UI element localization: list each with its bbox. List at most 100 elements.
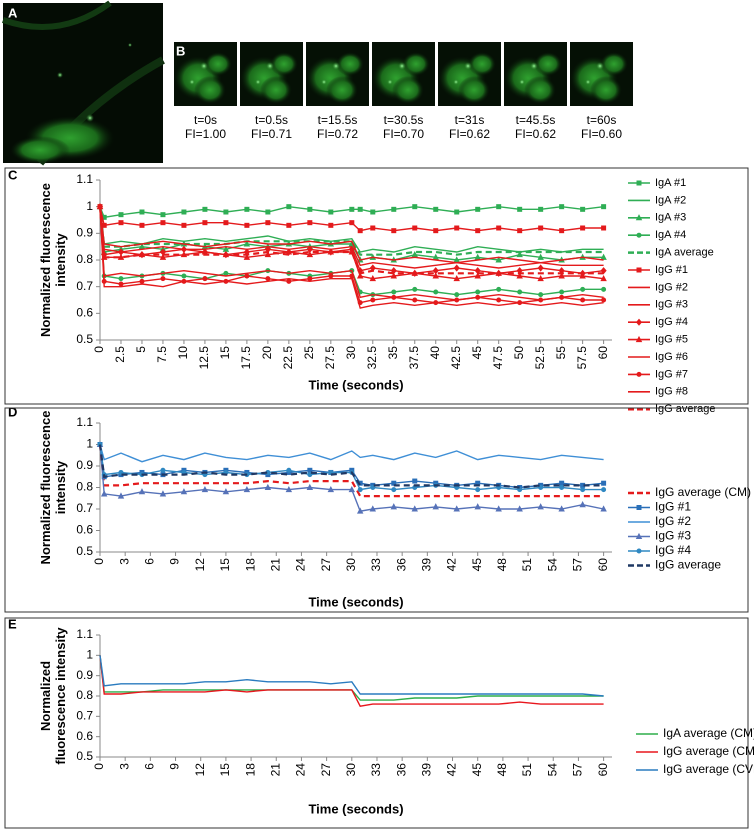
marker xyxy=(453,264,460,272)
legend-label: IgG #2 xyxy=(655,281,688,293)
marker xyxy=(243,240,251,247)
y-tick-label: 1 xyxy=(86,437,93,451)
marker xyxy=(559,485,565,490)
data-line xyxy=(99,444,604,463)
marker xyxy=(517,289,523,295)
marker xyxy=(495,256,502,263)
marker xyxy=(306,483,314,490)
x-tick-label: 30 xyxy=(344,558,358,572)
y-tick-label: 0.7 xyxy=(76,501,93,515)
marker xyxy=(139,278,145,284)
marker xyxy=(307,472,313,478)
series xyxy=(99,206,604,309)
legend-label: IgA #1 xyxy=(655,177,686,189)
marker xyxy=(475,289,481,295)
x-tick-label: 2.5 xyxy=(113,346,127,363)
marker xyxy=(138,488,146,495)
data-line xyxy=(98,206,604,275)
marker xyxy=(559,480,565,486)
x-tick-label: 25 xyxy=(302,346,316,360)
x-tick-label: 12 xyxy=(193,763,207,777)
marker xyxy=(537,274,544,282)
marker xyxy=(223,209,229,215)
marker xyxy=(579,272,586,279)
micrograph-a xyxy=(2,0,165,166)
x-tick-label: 51 xyxy=(520,763,534,777)
x-tick-label: 22.5 xyxy=(281,346,295,370)
marker xyxy=(453,274,460,282)
marker xyxy=(412,286,418,292)
x-axis-title: Time (seconds) xyxy=(308,801,403,816)
marker xyxy=(580,225,586,231)
series xyxy=(99,444,604,463)
marker xyxy=(181,209,187,215)
marker xyxy=(474,503,481,510)
marker xyxy=(118,469,124,475)
x-tick-label: 50 xyxy=(512,346,526,360)
marker xyxy=(139,209,145,215)
series xyxy=(98,444,604,489)
marker xyxy=(391,228,397,234)
x-tick-label: 45 xyxy=(470,558,484,572)
x-axis-title: Time (seconds) xyxy=(308,594,403,609)
frame-fi: FI=0.62 xyxy=(515,127,556,141)
x-tick-label: 39 xyxy=(420,763,434,777)
marker xyxy=(243,485,251,493)
legend-marker xyxy=(635,318,643,326)
y-tick-label: 0.7 xyxy=(76,279,93,293)
marker xyxy=(265,209,271,215)
marker xyxy=(307,206,313,212)
x-tick-label: 12.5 xyxy=(197,346,211,370)
series xyxy=(96,440,607,514)
panel-frame xyxy=(4,407,749,613)
marker xyxy=(496,204,502,210)
series xyxy=(97,204,607,306)
marker xyxy=(244,273,250,279)
legend-label: IgG #1 xyxy=(655,264,688,276)
y-tick-label: 0.8 xyxy=(76,252,93,266)
marker xyxy=(432,503,439,510)
frame-fi: FI=0.70 xyxy=(383,127,424,141)
marker xyxy=(433,228,439,234)
legend-marker xyxy=(636,548,642,554)
x-tick-label: 9 xyxy=(168,763,182,770)
marker xyxy=(349,220,355,226)
legend-label: IgG #4 xyxy=(655,543,691,557)
marker xyxy=(579,501,586,508)
marker xyxy=(357,228,363,234)
series xyxy=(99,206,604,264)
marker xyxy=(265,220,271,226)
marker xyxy=(286,222,292,228)
marker xyxy=(181,222,187,228)
marker xyxy=(349,206,355,212)
marker xyxy=(453,256,460,263)
marker xyxy=(202,276,208,282)
y-tick-label: 1.1 xyxy=(76,627,93,641)
frame-time: t=45.5s xyxy=(516,113,556,127)
marker xyxy=(412,204,418,210)
legend-marker xyxy=(636,267,642,273)
marker xyxy=(538,292,544,298)
marker xyxy=(580,487,586,493)
marker xyxy=(202,206,208,212)
marker xyxy=(517,206,523,212)
x-tick-label: 36 xyxy=(394,558,408,572)
legend-label: IgG #6 xyxy=(655,351,688,363)
x-tick-label: 5 xyxy=(134,346,148,353)
marker xyxy=(538,206,544,212)
frame-fi: FI=0.71 xyxy=(251,127,292,141)
marker xyxy=(244,206,250,212)
panel-frame xyxy=(4,167,749,405)
legend-label: IgG average xyxy=(655,558,721,572)
marker xyxy=(243,253,251,260)
marker xyxy=(264,250,272,258)
x-tick-label: 32.5 xyxy=(365,346,379,370)
marker xyxy=(391,294,397,300)
marker xyxy=(159,253,167,260)
frame-fi: FI=0.72 xyxy=(317,127,358,141)
marker xyxy=(601,487,607,493)
marker xyxy=(159,490,167,497)
y-tick-label: 0.9 xyxy=(76,458,93,472)
legend-label: IgG average xyxy=(655,403,716,415)
